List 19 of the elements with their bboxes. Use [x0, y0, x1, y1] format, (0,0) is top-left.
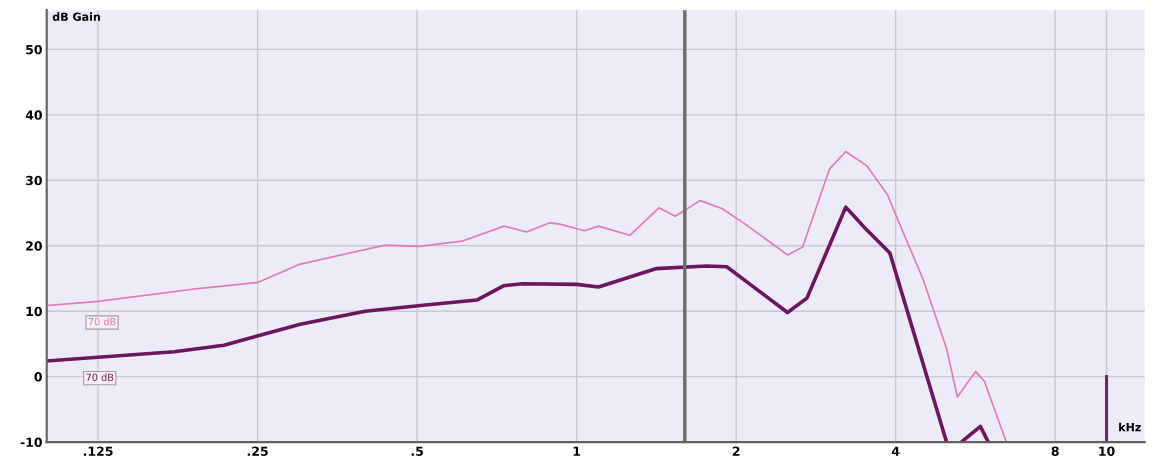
y-tick-label: 10 [26, 306, 42, 317]
x-tick-label: 10 [1099, 446, 1115, 456]
x-tick-label: .25 [247, 446, 268, 456]
x-tick-label: .125 [83, 446, 113, 456]
y-tick-label: 50 [26, 44, 42, 55]
x-tick-label: 1 [573, 446, 581, 456]
y-tick-label: 40 [25, 110, 42, 120]
x-tick-label: 4 [891, 446, 900, 456]
series-label: 70 dB [88, 317, 116, 326]
x-tick-label: 2 [732, 446, 740, 456]
series-label: 70 dB [86, 373, 114, 381]
x-axis-title: kHz [1119, 422, 1141, 432]
y-tick-label: -10 [20, 437, 42, 448]
y-tick-label: 0 [34, 372, 42, 382]
y-tick-label: 30 [25, 175, 42, 186]
x-tick-label: 8 [1051, 446, 1059, 456]
x-tick-label: .5 [411, 446, 423, 456]
y-tick-label: 20 [26, 241, 42, 251]
y-axis-title: dB Gain [52, 12, 100, 21]
